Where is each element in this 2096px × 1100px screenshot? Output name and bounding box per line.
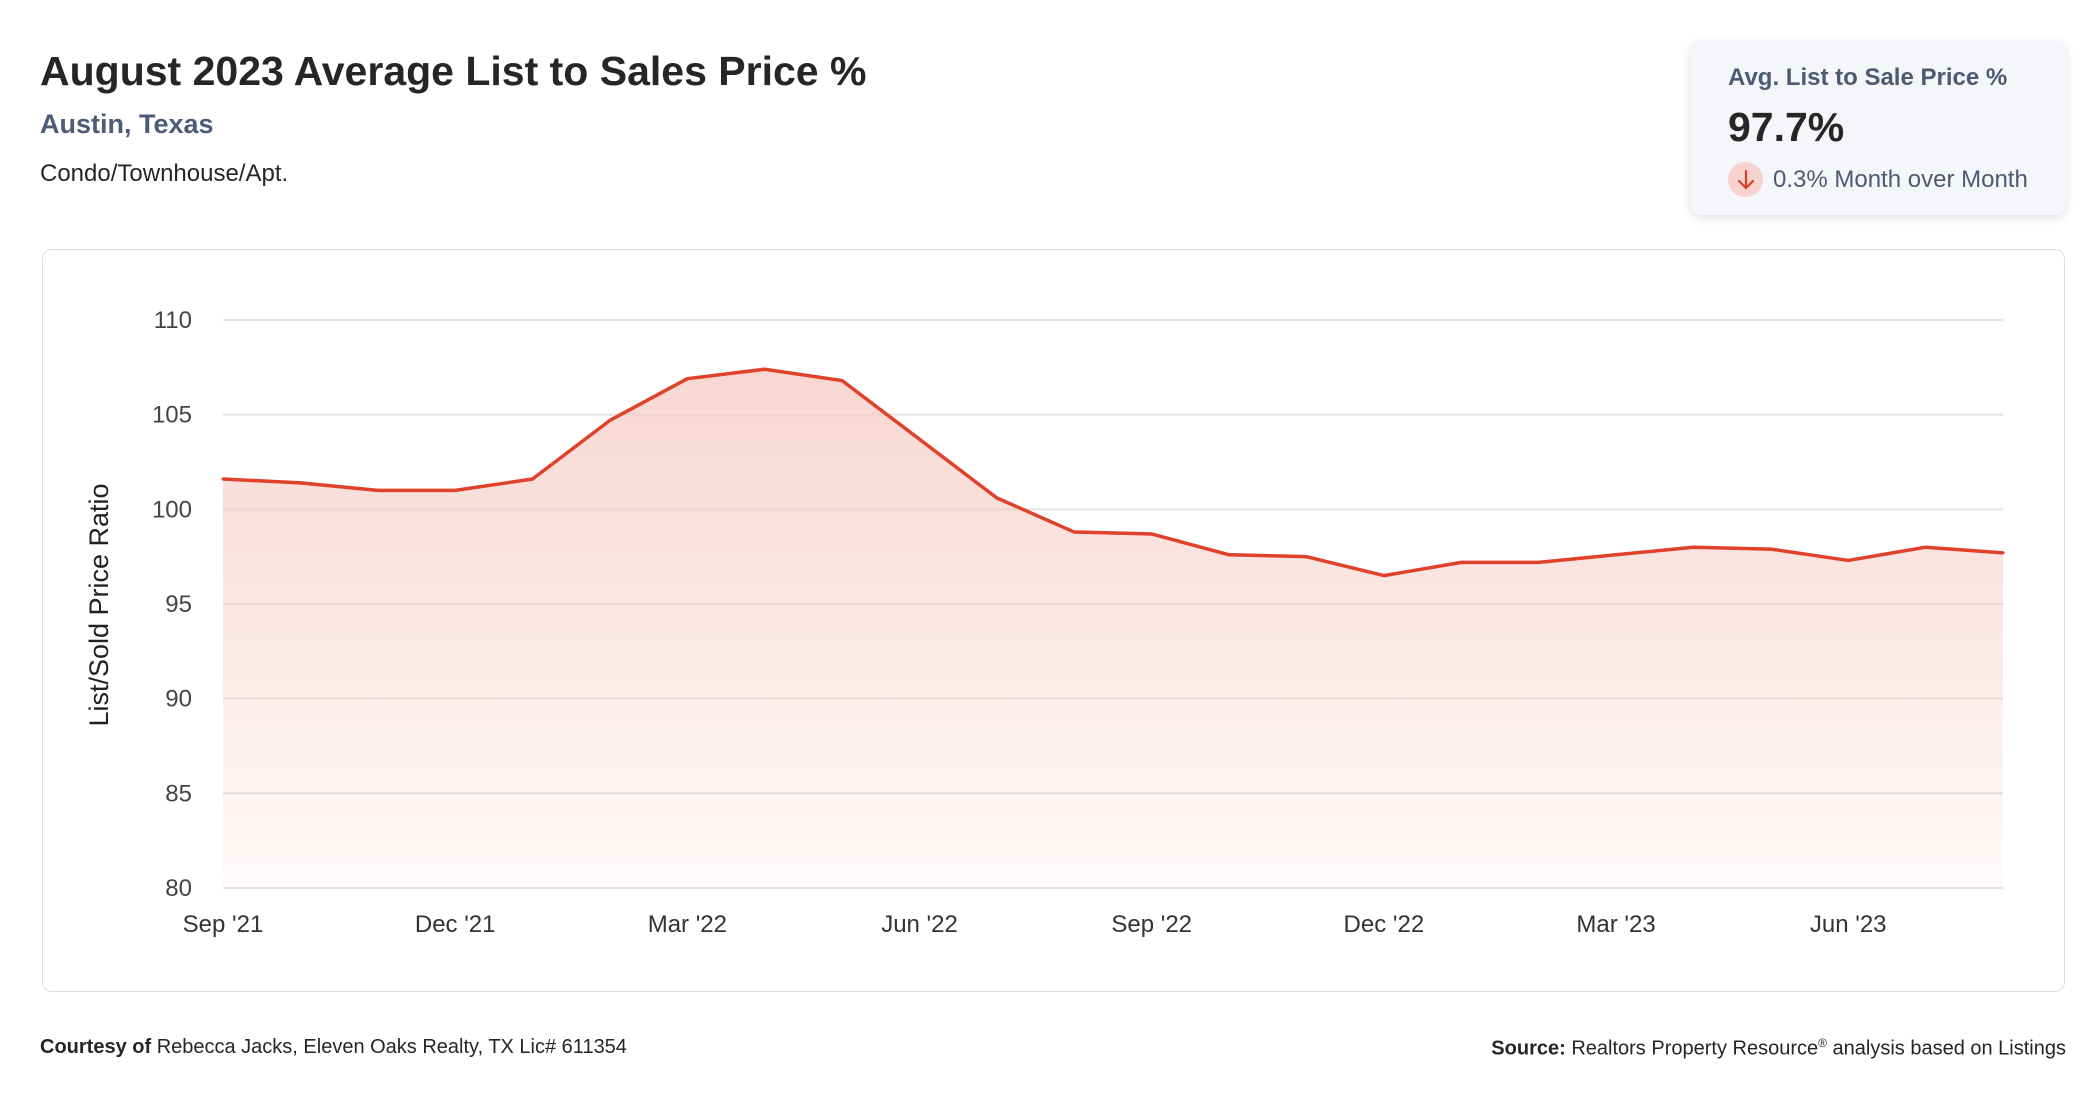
data-point <box>1846 558 1850 562</box>
data-point <box>2001 551 2005 555</box>
data-point <box>1537 560 1541 564</box>
x-tick-label: Dec '22 <box>1344 911 1425 938</box>
registered-mark: ® <box>1818 1036 1827 1050</box>
series-line <box>222 367 2004 578</box>
data-point <box>763 367 767 371</box>
x-tick-label: Mar '23 <box>1576 911 1655 938</box>
x-tick-label: Sep '22 <box>1111 911 1192 938</box>
y-tick-label: 100 <box>152 496 192 523</box>
data-point <box>1072 530 1076 534</box>
y-tick-label: 80 <box>165 875 192 902</box>
area-fill <box>223 369 2003 888</box>
y-tick-label: 110 <box>154 307 192 334</box>
data-point <box>1459 560 1463 564</box>
summary-change-text: 0.3% Month over Month <box>1773 165 2028 193</box>
x-tick-label: Jun '22 <box>881 911 958 938</box>
data-point <box>531 477 535 481</box>
data-point <box>221 477 225 481</box>
source-text: Realtors Property Resource <box>1571 1037 1819 1060</box>
x-tick-label: Jun '23 <box>1810 911 1887 938</box>
summary-card: Avg. List to Sale Price % 97.7% 0.3% Mon… <box>1690 40 2066 215</box>
data-point <box>1304 555 1308 559</box>
chart-container <box>42 249 2065 992</box>
data-point <box>453 488 457 492</box>
data-point <box>608 418 612 422</box>
courtesy-footer: Courtesy of Rebecca Jacks, Eleven Oaks R… <box>40 1036 627 1059</box>
source-label: Source: <box>1491 1037 1566 1060</box>
courtesy-label: Courtesy of <box>40 1036 152 1058</box>
data-point <box>1382 574 1386 578</box>
data-point <box>685 377 689 381</box>
courtesy-text: Rebecca Jacks, Eleven Oaks Realty, TX Li… <box>156 1036 627 1058</box>
y-tick-label: 95 <box>165 591 192 618</box>
data-point <box>1227 553 1231 557</box>
page-title: August 2023 Average List to Sales Price … <box>40 48 867 94</box>
property-type: Condo/Townhouse/Apt. <box>40 160 289 187</box>
source-suffix: analysis based on Listings <box>1832 1037 2066 1060</box>
summary-label: Avg. List to Sale Price % <box>1728 64 2008 91</box>
data-point <box>1769 547 1773 551</box>
source-footer: Source: Realtors Property Resource® anal… <box>1491 1036 2066 1061</box>
data-point <box>918 437 922 441</box>
y-tick-label: 105 <box>152 402 192 429</box>
summary-value: 97.7% <box>1728 104 1845 150</box>
summary-change: 0.3% Month over Month <box>1728 162 2028 197</box>
x-tick-label: Mar '22 <box>648 911 727 938</box>
data-point <box>298 481 302 485</box>
y-axis-title: List/Sold Price Ratio <box>84 483 114 726</box>
y-tick-label: 90 <box>165 686 192 713</box>
data-point <box>1691 545 1695 549</box>
data-point <box>1150 532 1154 536</box>
x-tick-label: Dec '21 <box>415 911 496 938</box>
data-point <box>376 488 380 492</box>
data-point <box>1614 553 1618 557</box>
arrow-down-icon <box>1728 162 1763 197</box>
data-point <box>995 496 999 500</box>
data-point <box>1924 545 1928 549</box>
x-tick-label: Sep '21 <box>183 911 264 938</box>
y-tick-label: 85 <box>165 780 192 807</box>
location-subtitle: Austin, Texas <box>40 109 214 139</box>
data-point <box>840 379 844 383</box>
